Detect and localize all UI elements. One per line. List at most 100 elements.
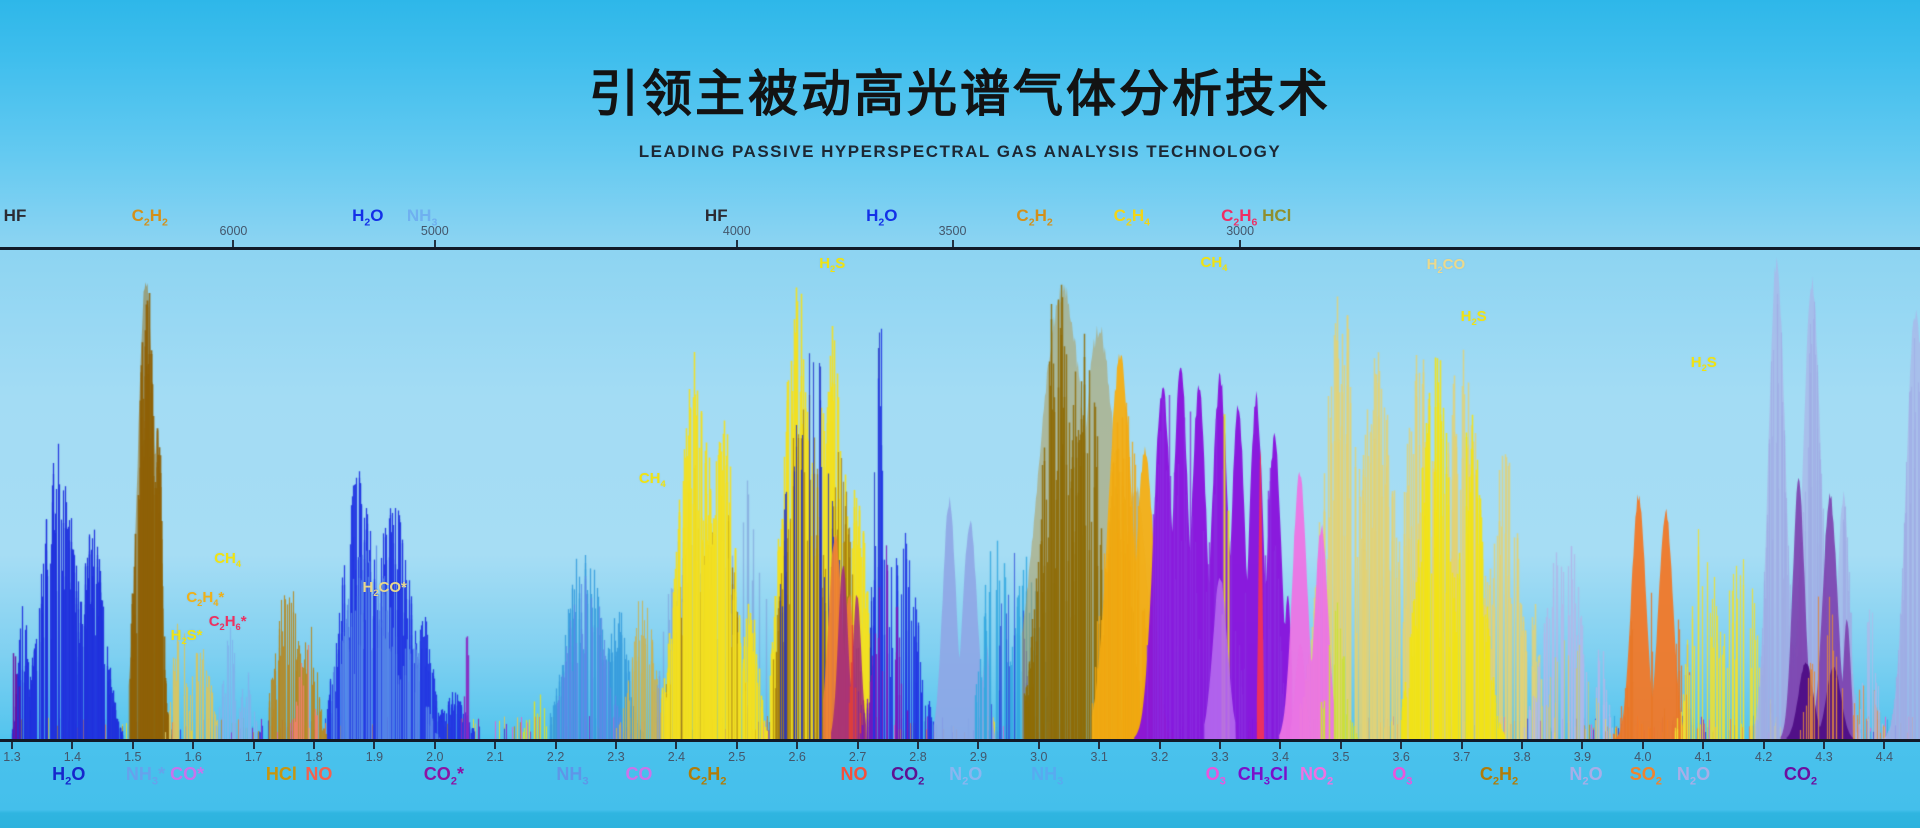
wavelength-tick-label: 2.6 <box>788 750 806 764</box>
gas-label-co2: CO2 <box>1783 764 1818 788</box>
gas-label-c2h4: C2H4 <box>1113 206 1150 229</box>
gas-label-h2co: H2CO <box>1426 256 1466 275</box>
wavenumber-tick <box>951 240 954 247</box>
wavelength-tick-label: 2.3 <box>607 750 625 764</box>
wavelength-tick-label: 2.7 <box>848 750 867 764</box>
wavelength-tick <box>1521 742 1523 749</box>
wavelength-tick-label: 2.4 <box>667 750 686 764</box>
gas-label-h2co: H2CO* <box>362 579 407 598</box>
wavelength-tick-label: 2.8 <box>909 750 927 764</box>
gas-label-no: NO <box>840 764 868 784</box>
wavelength-tick-label: 4.3 <box>1815 750 1833 764</box>
wavelength-tick <box>1702 742 1705 749</box>
wavelength-tick <box>313 742 315 749</box>
wavelength-tick-label: 2.1 <box>486 750 504 764</box>
bottom-axis-line <box>0 739 1920 742</box>
wavelength-tick-label: 1.5 <box>124 750 142 764</box>
gas-label-nh3: NH3 <box>406 206 438 229</box>
wavelength-tick <box>1762 742 1765 749</box>
wavelength-tick-label: 2.5 <box>728 750 746 764</box>
gas-label-nh3: NH3 <box>1031 764 1064 788</box>
wavenumber-tick <box>433 240 436 247</box>
gas-label-ch4: CH4 <box>1200 254 1228 273</box>
gas-label-hf: HF <box>704 206 728 225</box>
gas-label-nh3: NH3* <box>125 764 166 788</box>
wavenumber-tick-label: 4000 <box>722 224 751 238</box>
wavelength-tick <box>494 742 497 749</box>
gas-label-ch3cl: CH3Cl <box>1237 764 1288 788</box>
gas-label-co: CO <box>625 764 653 784</box>
gas-label-co2: CO2 <box>891 764 925 788</box>
wavelength-tick <box>373 742 376 749</box>
wavelength-tick-label: 3.9 <box>1573 750 1592 764</box>
wavelength-tick <box>735 742 738 749</box>
wavelength-tick-label: 2.2 <box>546 750 565 764</box>
wavelength-tick <box>1158 742 1161 749</box>
wavelength-tick-label: 4.4 <box>1875 750 1894 764</box>
wavelength-tick-label: 1.3 <box>3 750 21 764</box>
gas-label-h2o: H2O <box>866 206 898 229</box>
wavelength-tick-label: 4.2 <box>1754 750 1773 764</box>
wavelength-tick-label: 4.1 <box>1694 750 1712 764</box>
gas-label-so2: SO2 <box>1629 764 1662 788</box>
wavelength-tick-label: 3.1 <box>1090 750 1108 764</box>
wavelength-tick <box>11 742 13 749</box>
wavelength-tick <box>977 742 980 749</box>
gas-label-n2o: N2O <box>1676 764 1711 788</box>
wavenumber-tick-label: 6000 <box>219 224 248 238</box>
wavenumber-tick-label: 5000 <box>420 224 449 238</box>
wavelength-tick-label: 1.9 <box>365 750 384 764</box>
gas-label-h2o: H2O <box>352 206 384 229</box>
wavelength-tick <box>192 742 195 749</box>
gas-label-h2s: H2S <box>1460 308 1487 327</box>
gas-label-o3: O3 <box>1392 764 1413 788</box>
wavelength-tick-label: 1.8 <box>305 750 323 764</box>
wavelength-tick-label: 4.0 <box>1634 750 1652 764</box>
wavenumber-tick-label: 3500 <box>938 224 967 238</box>
wavelength-tick-label: 3.7 <box>1452 750 1471 764</box>
wavelength-tick <box>856 742 859 749</box>
top-axis-line <box>0 247 1920 250</box>
wavelength-tick <box>1037 742 1040 749</box>
wavenumber-tick <box>735 240 738 247</box>
wavelength-tick <box>675 742 678 749</box>
wavelength-tick <box>554 742 557 749</box>
wavelength-tick-label: 1.7 <box>244 750 263 764</box>
gas-label-c2h2: C2H2 <box>1479 764 1519 788</box>
gas-label-c2h2: C2H2 <box>131 206 168 229</box>
wavelength-tick <box>1641 742 1644 749</box>
wavelength-tick <box>1279 742 1282 749</box>
wavelength-tick <box>1098 742 1101 749</box>
gas-label-no: NO <box>305 764 333 784</box>
wavelength-tick-label: 3.8 <box>1513 750 1531 764</box>
gas-label-hcl: HCl <box>265 764 297 784</box>
gas-label-c2h6: C2H6* <box>208 613 247 632</box>
wavelength-tick-label: 3.4 <box>1271 750 1290 764</box>
wavenumber-tick <box>232 240 235 247</box>
wavenumber-tick <box>1239 240 1242 247</box>
wavelength-tick <box>252 742 255 749</box>
gas-label-nh3: NH3 <box>556 764 589 788</box>
page-title: 引领主被动高光谱气体分析技术 <box>589 66 1331 122</box>
gas-label-n2o: N2O <box>1569 764 1603 788</box>
page-subtitle: LEADING PASSIVE HYPERSPECTRAL GAS ANALYS… <box>638 142 1282 161</box>
gas-label-c2h2: C2H2 <box>1016 206 1053 229</box>
gas-label-co2: CO2* <box>423 764 464 788</box>
gas-label-co: CO* <box>170 764 205 784</box>
gas-label-no2: NO2 <box>1300 764 1334 788</box>
wavelength-tick <box>615 742 617 749</box>
wavelength-tick-label: 2.0 <box>426 750 444 764</box>
gas-label-n2o: N2O <box>949 764 983 788</box>
gas-label-ch4: CH4 <box>214 550 242 569</box>
wavelength-tick <box>1219 742 1221 749</box>
gas-label-h2s: H2S* <box>170 627 203 646</box>
wavelength-tick <box>131 742 134 749</box>
wavelength-tick <box>433 742 436 749</box>
wavelength-tick <box>1581 742 1584 749</box>
wavelength-tick <box>1400 742 1403 749</box>
wavelength-tick-label: 3.0 <box>1030 750 1048 764</box>
gas-label-h2o: H2O <box>52 764 86 788</box>
wavelength-tick <box>1460 742 1463 749</box>
wavelength-tick-label: 2.9 <box>969 750 988 764</box>
